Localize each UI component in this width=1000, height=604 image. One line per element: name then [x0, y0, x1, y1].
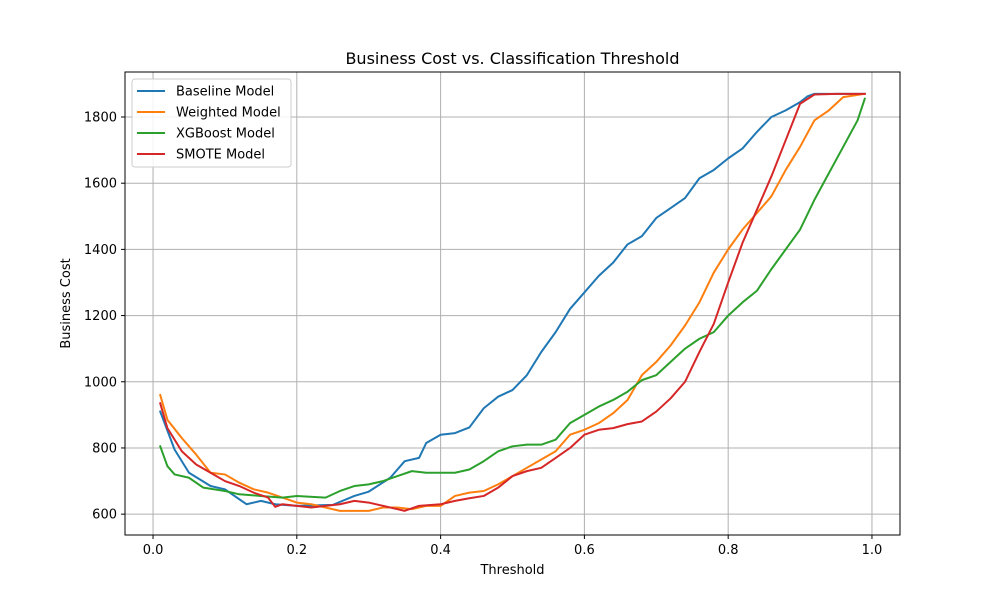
- chart-title: Business Cost vs. Classification Thresho…: [345, 49, 679, 68]
- baseline-model-line: [158, 92, 866, 507]
- y-tick-label: 1800: [84, 111, 117, 126]
- smote-model-line: [158, 92, 866, 512]
- y-axis-label: Business Cost: [59, 258, 74, 348]
- x-tick-label: 0.4: [430, 543, 451, 558]
- y-tick-label: 1000: [84, 375, 117, 390]
- x-tick-label: 1.0: [862, 543, 883, 558]
- y-tick-label: 1200: [84, 309, 117, 324]
- smote-model-legend-label: SMOTE Model: [176, 148, 265, 163]
- xgboost-model-legend-label: XGBoost Model: [176, 127, 275, 142]
- x-tick-label: 0.0: [143, 543, 164, 558]
- y-tick-label: 1400: [84, 243, 117, 258]
- plot-frame: [124, 71, 901, 536]
- axis-ticks: 0.0 0.2 0.4 0.6 0.8 1.0 600 800 1000 1200 1400 1600…: [84, 111, 882, 558]
- xgboost-model-line: [158, 97, 867, 499]
- weighted-model-legend-label: Weighted Model: [176, 106, 281, 121]
- data-series: [158, 92, 867, 512]
- x-tick-label: 0.8: [718, 543, 739, 558]
- y-tick-label: 1600: [84, 177, 117, 192]
- legend: Baseline Model Weighted Model XGBoost Mode…: [131, 78, 292, 168]
- x-tick-label: 0.6: [574, 543, 595, 558]
- x-axis-label: Threshold: [479, 563, 544, 578]
- baseline-model-legend-label: Baseline Model: [176, 85, 274, 100]
- legend-frame: [131, 78, 292, 168]
- x-tick-label: 0.2: [286, 543, 307, 558]
- y-tick-label: 800: [92, 441, 117, 456]
- y-tick-label: 600: [92, 508, 117, 523]
